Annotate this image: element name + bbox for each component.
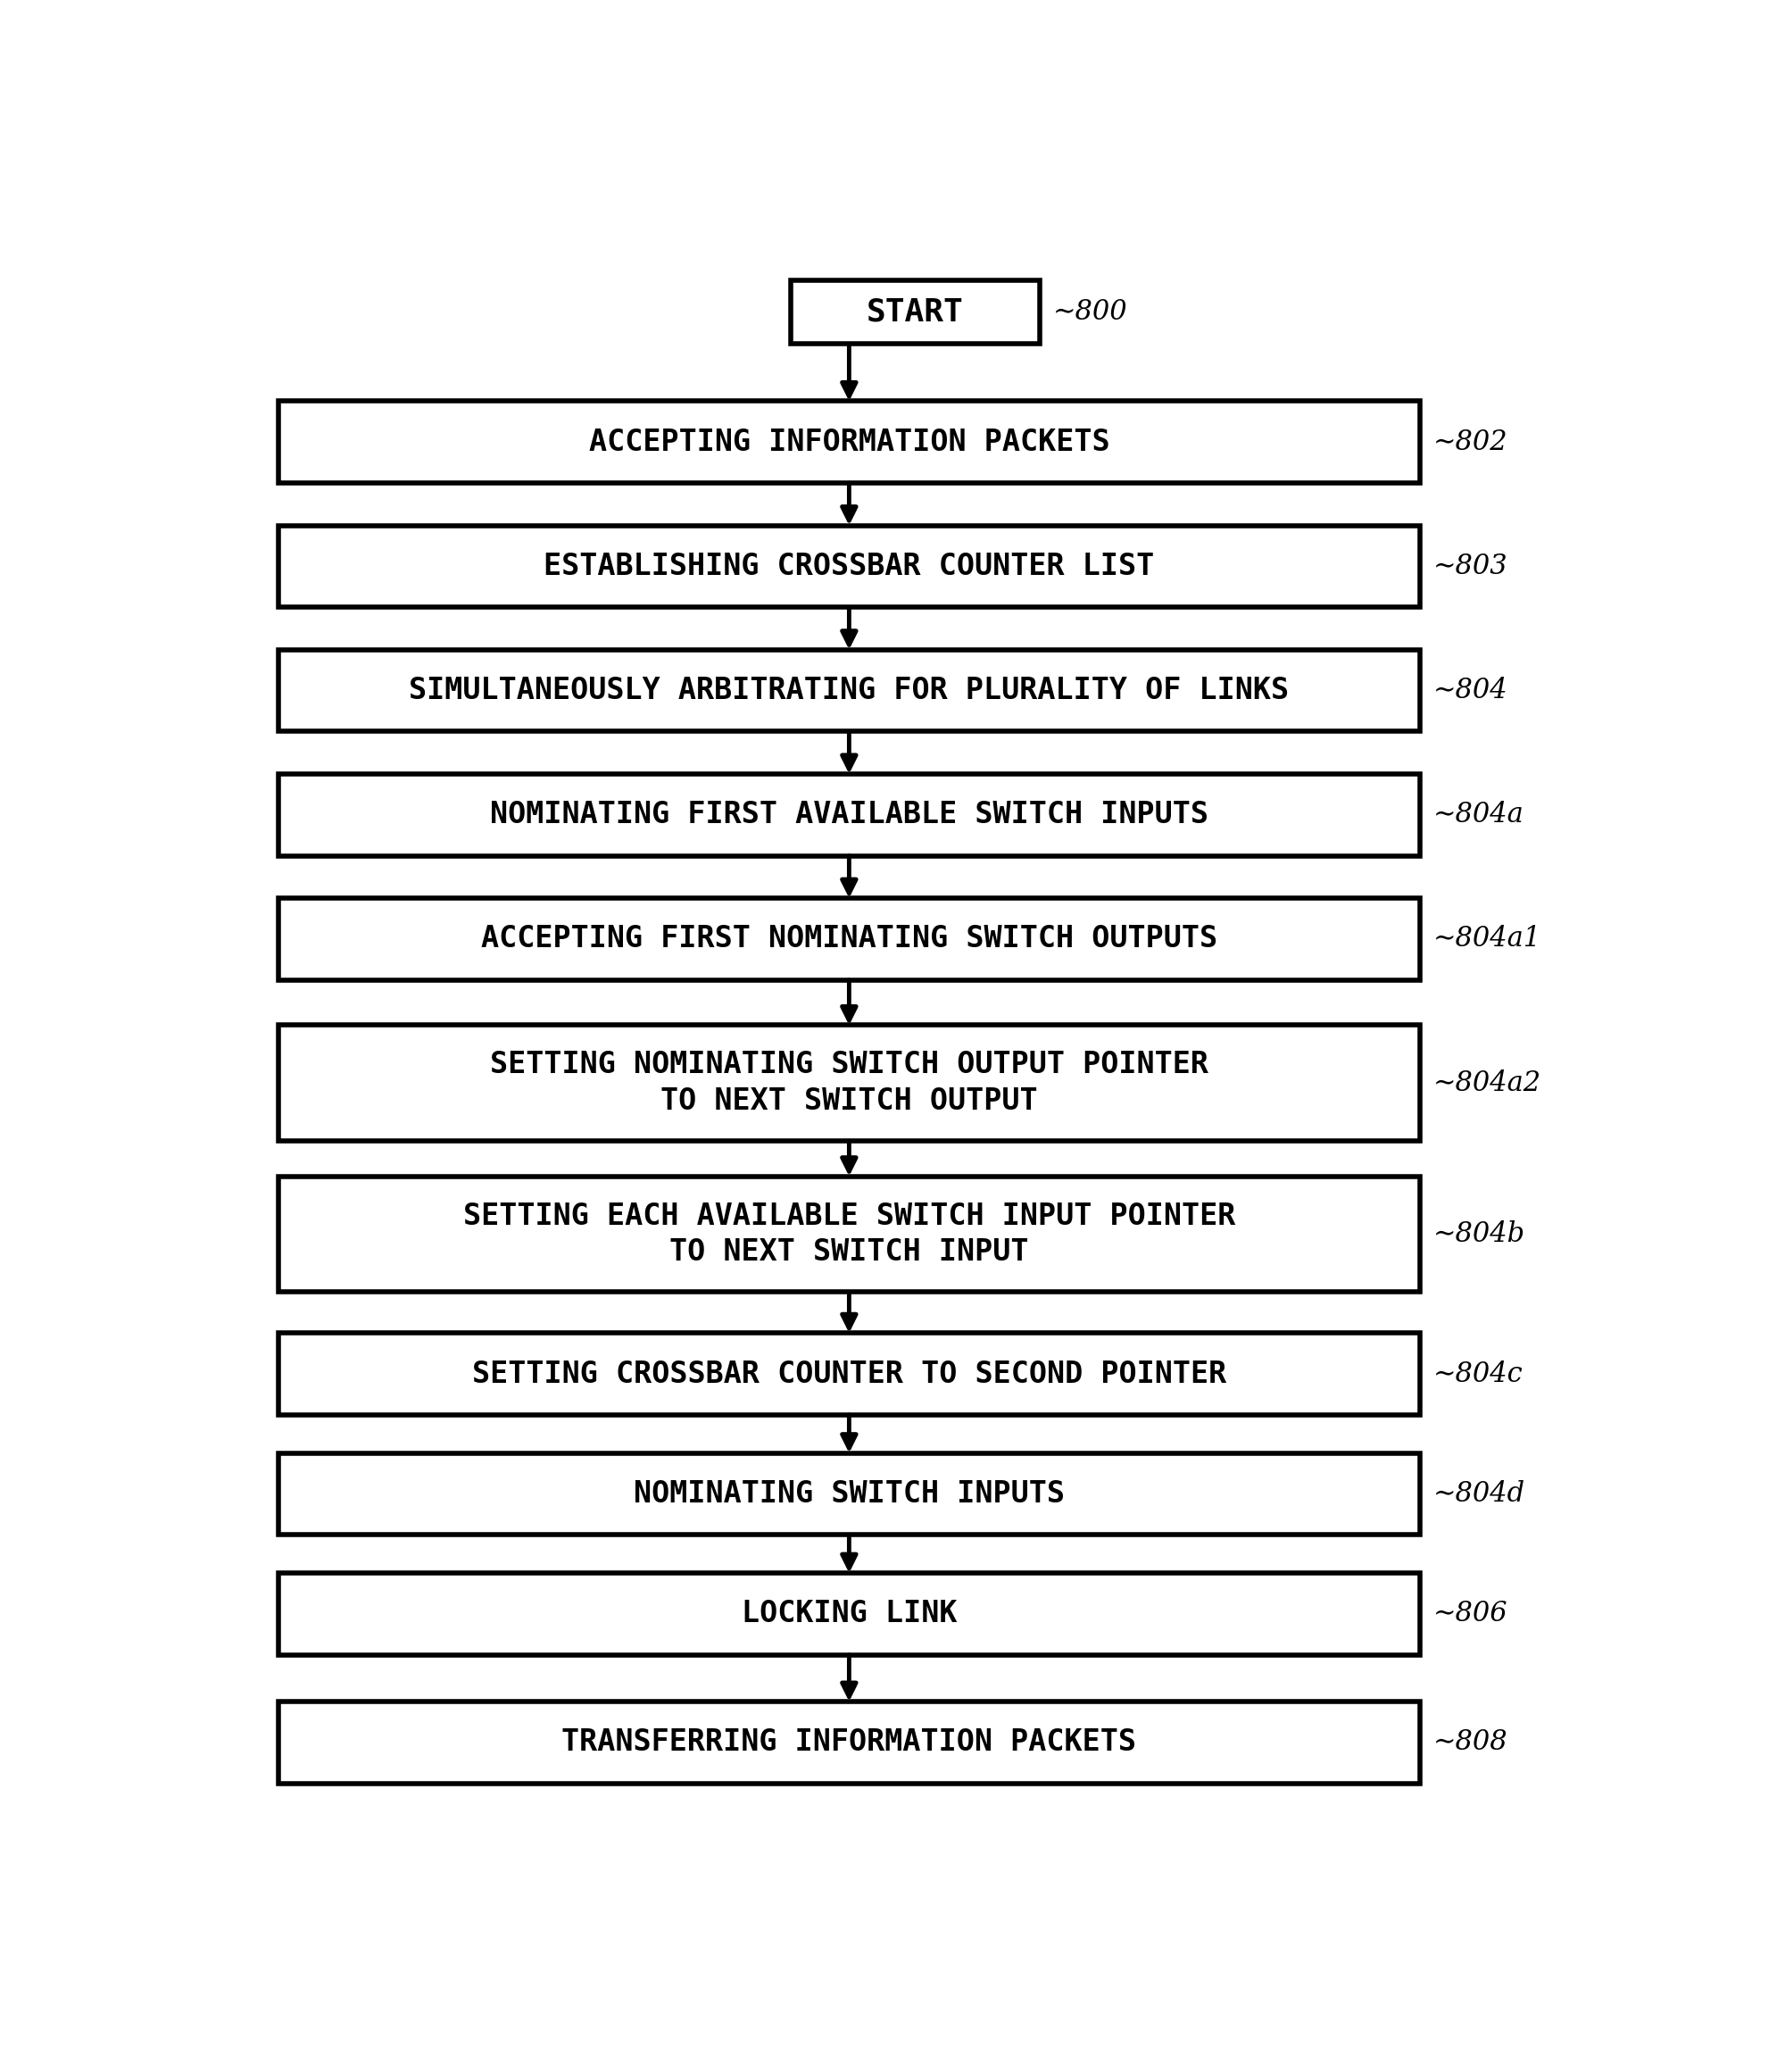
Text: NOMINATING SWITCH INPUTS: NOMINATING SWITCH INPUTS — [634, 1479, 1064, 1508]
Text: ∼804c: ∼804c — [1433, 1359, 1524, 1388]
Text: ACCEPTING INFORMATION PACKETS: ACCEPTING INFORMATION PACKETS — [589, 427, 1110, 456]
Text: ∼806: ∼806 — [1433, 1600, 1508, 1629]
Text: ∼804: ∼804 — [1433, 678, 1508, 704]
Text: ∼804a1: ∼804a1 — [1433, 926, 1542, 953]
Bar — [278, 773, 1419, 856]
Text: START: START — [866, 296, 964, 327]
Text: LOCKING LINK: LOCKING LINK — [741, 1600, 957, 1629]
Text: ∼800: ∼800 — [1053, 298, 1128, 325]
Text: ∼808: ∼808 — [1433, 1728, 1508, 1757]
Text: ∼804b: ∼804b — [1433, 1220, 1526, 1247]
Bar — [791, 280, 1039, 344]
Text: ESTABLISHING CROSSBAR COUNTER LIST: ESTABLISHING CROSSBAR COUNTER LIST — [544, 551, 1155, 580]
Bar — [278, 1026, 1419, 1142]
Text: ∼804a2: ∼804a2 — [1433, 1069, 1542, 1096]
Text: ∼803: ∼803 — [1433, 553, 1508, 580]
Bar — [278, 1701, 1419, 1784]
Bar — [278, 1452, 1419, 1535]
Bar — [278, 1177, 1419, 1293]
Text: SETTING EACH AVAILABLE SWITCH INPUT POINTER
TO NEXT SWITCH INPUT: SETTING EACH AVAILABLE SWITCH INPUT POIN… — [462, 1202, 1235, 1268]
Bar — [278, 1332, 1419, 1415]
Text: ∼802: ∼802 — [1433, 429, 1508, 456]
Bar — [278, 897, 1419, 980]
Text: ∼804d: ∼804d — [1433, 1479, 1526, 1508]
Text: SETTING CROSSBAR COUNTER TO SECOND POINTER: SETTING CROSSBAR COUNTER TO SECOND POINT… — [471, 1359, 1226, 1388]
Text: ∼804a: ∼804a — [1433, 802, 1524, 829]
Text: TRANSFERRING INFORMATION PACKETS: TRANSFERRING INFORMATION PACKETS — [562, 1728, 1137, 1757]
Text: NOMINATING FIRST AVAILABLE SWITCH INPUTS: NOMINATING FIRST AVAILABLE SWITCH INPUTS — [489, 800, 1208, 829]
Bar — [278, 526, 1419, 607]
Text: ACCEPTING FIRST NOMINATING SWITCH OUTPUTS: ACCEPTING FIRST NOMINATING SWITCH OUTPUT… — [480, 924, 1217, 953]
Bar — [278, 1573, 1419, 1656]
Text: SETTING NOMINATING SWITCH OUTPUT POINTER
TO NEXT SWITCH OUTPUT: SETTING NOMINATING SWITCH OUTPUT POINTER… — [489, 1051, 1208, 1117]
Bar — [278, 651, 1419, 731]
Text: SIMULTANEOUSLY ARBITRATING FOR PLURALITY OF LINKS: SIMULTANEOUSLY ARBITRATING FOR PLURALITY… — [409, 675, 1289, 704]
Bar — [278, 402, 1419, 483]
